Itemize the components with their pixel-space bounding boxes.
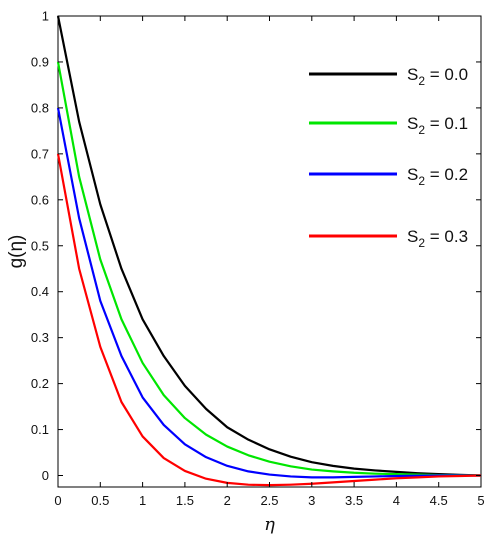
x-tick-label: 1	[139, 493, 146, 508]
legend-label-0: S2 = 0.0	[407, 65, 468, 88]
x-tick-label: 4	[393, 493, 400, 508]
y-tick-label: 0.9	[31, 54, 49, 69]
plot-area: 0 0.5 1 1.5 2 2.5 3 3.5 4 4.5 5 0 0.1 0.2 0.3 0.4 0.5 0.…	[31, 9, 485, 509]
series-line-1	[56, 61, 482, 477]
x-tick-label: 4.5	[430, 493, 448, 508]
y-tick-label: 0.3	[31, 330, 49, 345]
x-axis-title: η	[264, 514, 275, 535]
x-tick-label: 3	[308, 493, 315, 508]
y-tick-label: 0.8	[31, 100, 49, 115]
x-tick-label: 1.5	[176, 493, 194, 508]
legend-label-sub: 2	[418, 174, 425, 188]
x-axis: 0 0.5 1 1.5 2 2.5 3 3.5 4 4.5 5	[54, 16, 485, 508]
legend-label-sub: 2	[418, 236, 425, 250]
y-tick-label: 0.1	[31, 422, 49, 437]
y-tick-label: 0.6	[31, 192, 49, 207]
y-tick-label: 0.2	[31, 376, 49, 391]
x-tick-label: 5	[477, 493, 484, 508]
x-tick-label: 3.5	[345, 493, 363, 508]
series-line-0	[56, 15, 482, 477]
legend-label-rest: = 0.2	[425, 165, 468, 184]
legend-label-2: S2 = 0.2	[407, 165, 468, 188]
x-tick-label: 0.5	[91, 493, 109, 508]
x-tick-label: 2	[224, 493, 231, 508]
series-line-2	[56, 107, 481, 479]
y-tick-label: 0	[42, 468, 49, 483]
legend-label-1: S2 = 0.1	[407, 114, 468, 137]
y-tick-label: 0.7	[31, 146, 49, 161]
x-tick-label: 0	[54, 493, 61, 508]
legend-label-main: S	[407, 65, 418, 84]
legend-label-sub: 2	[418, 123, 425, 137]
series-layer	[56, 15, 482, 487]
legend-label-main: S	[407, 227, 418, 246]
y-tick-label: 1	[42, 9, 49, 24]
legend: S2 = 0.0S2 = 0.1S2 = 0.2S2 = 0.3	[309, 65, 468, 250]
y-tick-label: 0.4	[31, 284, 49, 299]
legend-label-rest: = 0.3	[425, 227, 468, 246]
legend-label-sub: 2	[418, 74, 425, 88]
legend-label-rest: = 0.1	[425, 114, 468, 133]
y-axis: 0 0.1 0.2 0.3 0.4 0.5 0.6 0.7 0.8 0.9 1	[31, 9, 481, 483]
legend-label-3: S2 = 0.3	[407, 227, 468, 250]
y-axis-title: g(η)	[6, 235, 27, 269]
legend-label-main: S	[407, 165, 418, 184]
y-tick-label: 0.5	[31, 238, 49, 253]
x-tick-label: 2.5	[260, 493, 278, 508]
legend-label-rest: = 0.0	[425, 65, 468, 84]
legend-label-main: S	[407, 114, 418, 133]
